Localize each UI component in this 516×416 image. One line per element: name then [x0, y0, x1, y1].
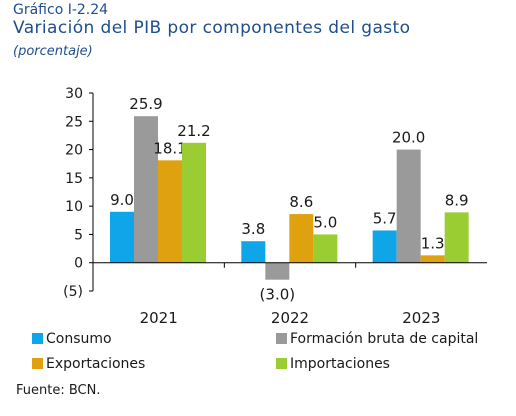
y-tick-label: (5) — [63, 284, 83, 300]
bar — [158, 160, 182, 263]
bar — [265, 262, 290, 280]
data-label: 18.1 — [153, 139, 186, 157]
data-label: 5.7 — [373, 209, 397, 227]
legend-label: Consumo — [46, 331, 112, 347]
bar — [134, 116, 158, 263]
legend-swatch — [276, 333, 287, 344]
y-tick-label: 10 — [65, 199, 83, 215]
legend-swatch — [276, 358, 287, 369]
bar — [444, 212, 469, 263]
bar — [313, 234, 338, 263]
y-tick-label: 20 — [65, 143, 83, 159]
data-label: 8.6 — [289, 193, 313, 211]
data-label: 20.0 — [392, 129, 425, 147]
data-label: 8.9 — [445, 191, 469, 209]
data-label: 1.3 — [421, 234, 445, 252]
data-label: 5.0 — [313, 213, 337, 231]
x-tick-label: 2023 — [402, 309, 440, 327]
legend-swatch — [32, 358, 43, 369]
data-label: 25.9 — [129, 95, 162, 113]
data-label: 21.2 — [177, 122, 210, 140]
bar — [372, 230, 397, 263]
y-tick-label: 25 — [65, 114, 83, 130]
y-tick-label: 0 — [74, 256, 83, 272]
bar — [420, 255, 445, 263]
bar — [289, 214, 314, 263]
y-tick-label: 5 — [74, 227, 83, 243]
data-label: 3.8 — [241, 220, 265, 238]
bar — [110, 211, 134, 263]
x-tick-label: 2022 — [271, 309, 309, 327]
source-note: Fuente: BCN. — [16, 383, 101, 398]
bar — [182, 142, 206, 263]
legend-swatch — [32, 333, 43, 344]
data-label: 9.0 — [110, 191, 134, 209]
bar — [396, 149, 421, 263]
legend-label: Exportaciones — [46, 356, 145, 372]
legend-label: Formación bruta de capital — [290, 331, 478, 347]
figure-label: Gráfico I-2.24 — [13, 2, 109, 18]
x-tick-label: 2021 — [140, 309, 178, 327]
legend-label: Importaciones — [290, 356, 390, 372]
y-tick-label: 30 — [65, 86, 83, 102]
data-label: (3.0) — [260, 286, 296, 304]
chart-title: Variación del PIB por componentes del ga… — [13, 18, 411, 38]
chart-subtitle: (porcentaje) — [13, 44, 93, 59]
bar — [241, 241, 266, 263]
y-tick-label: 15 — [65, 171, 83, 187]
